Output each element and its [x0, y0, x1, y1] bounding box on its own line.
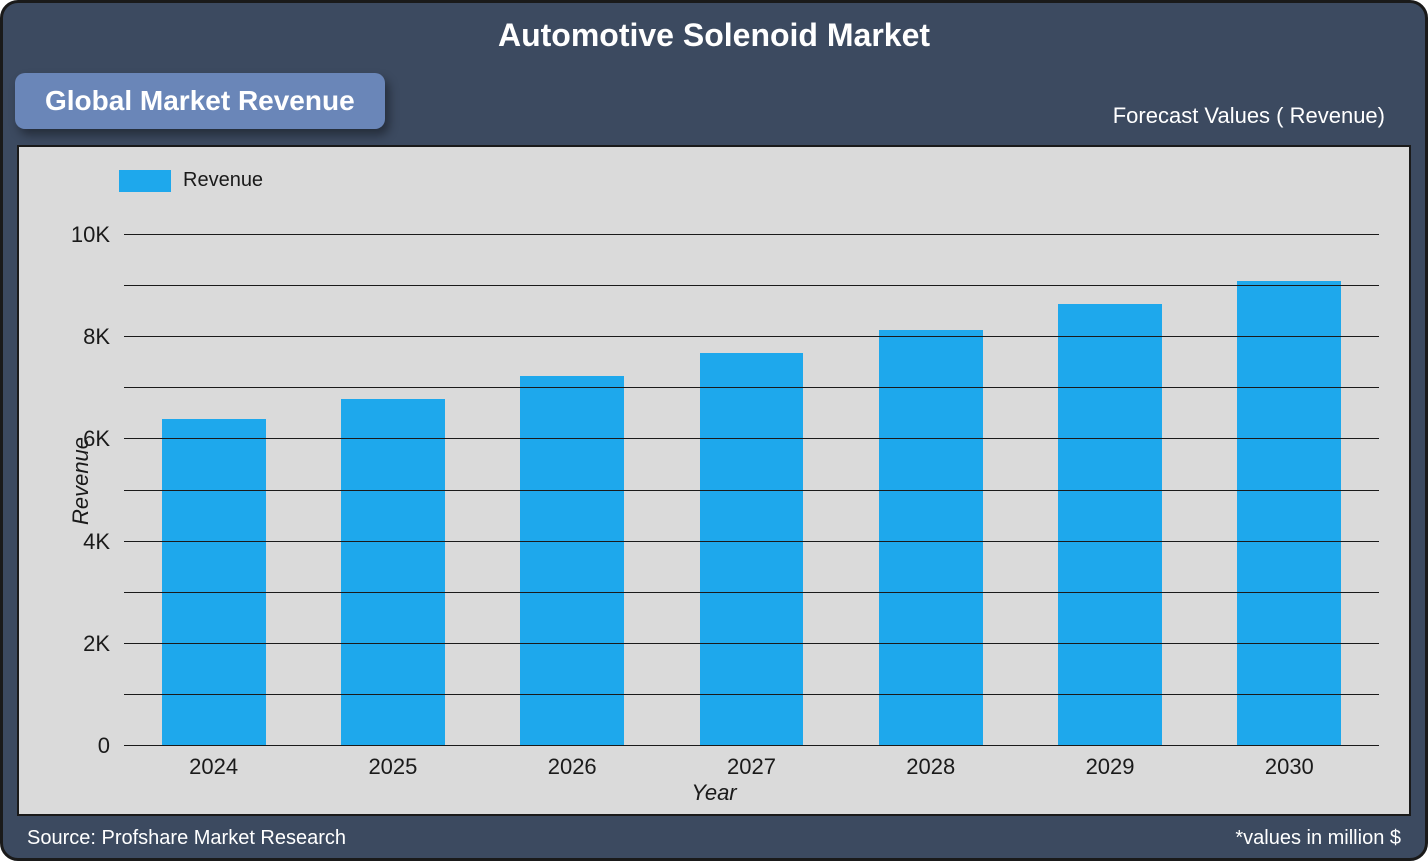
gridline	[124, 592, 1379, 593]
legend-label: Revenue	[183, 169, 263, 192]
y-tick-label: 4K	[83, 529, 110, 555]
bar	[520, 376, 624, 746]
bar-slot: 2026	[483, 235, 662, 746]
gridline	[124, 336, 1379, 337]
bar	[1237, 281, 1341, 746]
y-tick-label: 2K	[83, 631, 110, 657]
bar-slot: 2028	[841, 235, 1020, 746]
x-tick-label: 2029	[1086, 754, 1135, 780]
legend: Revenue	[119, 169, 263, 192]
bar-slot: 2027	[662, 235, 841, 746]
bars-container: 2024202520262027202820292030	[124, 235, 1379, 746]
badge-global-market-revenue: Global Market Revenue	[15, 73, 385, 129]
gridline	[124, 490, 1379, 491]
y-tick-label: 6K	[83, 426, 110, 452]
x-tick-label: 2026	[548, 754, 597, 780]
bar	[700, 353, 804, 746]
x-tick-label: 2024	[189, 754, 238, 780]
chart-area: 2024202520262027202820292030 02K4K6K8K10…	[124, 235, 1379, 746]
bar-slot: 2030	[1200, 235, 1379, 746]
y-tick-label: 8K	[83, 324, 110, 350]
y-tick-label: 10K	[71, 222, 110, 248]
gridline	[124, 694, 1379, 695]
x-axis-title: Year	[691, 780, 736, 806]
chart-title: Automotive Solenoid Market	[3, 3, 1425, 64]
plot-area: Revenue Revenue 202420252026202720282029…	[17, 145, 1411, 816]
legend-swatch-icon	[119, 170, 171, 192]
x-tick-label: 2025	[368, 754, 417, 780]
y-tick-label: 0	[98, 733, 110, 759]
bar	[162, 419, 266, 746]
gridline	[124, 541, 1379, 542]
footer-source: Source: Profshare Market Research	[27, 827, 346, 850]
x-tick-label: 2030	[1265, 754, 1314, 780]
gridline	[124, 643, 1379, 644]
bar	[1058, 304, 1162, 746]
gridline	[124, 285, 1379, 286]
chart-frame: Automotive Solenoid Market Global Market…	[0, 0, 1428, 861]
bar	[879, 330, 983, 746]
gridline	[124, 234, 1379, 235]
x-tick-label: 2028	[906, 754, 955, 780]
bar-slot: 2025	[303, 235, 482, 746]
footer-note: *values in million $	[1235, 827, 1401, 850]
gridline	[124, 745, 1379, 746]
gridline	[124, 387, 1379, 388]
bar-slot: 2024	[124, 235, 303, 746]
subtitle-forecast-values: Forecast Values ( Revenue)	[1113, 103, 1385, 129]
x-tick-label: 2027	[727, 754, 776, 780]
bar-slot: 2029	[1020, 235, 1199, 746]
gridline	[124, 438, 1379, 439]
